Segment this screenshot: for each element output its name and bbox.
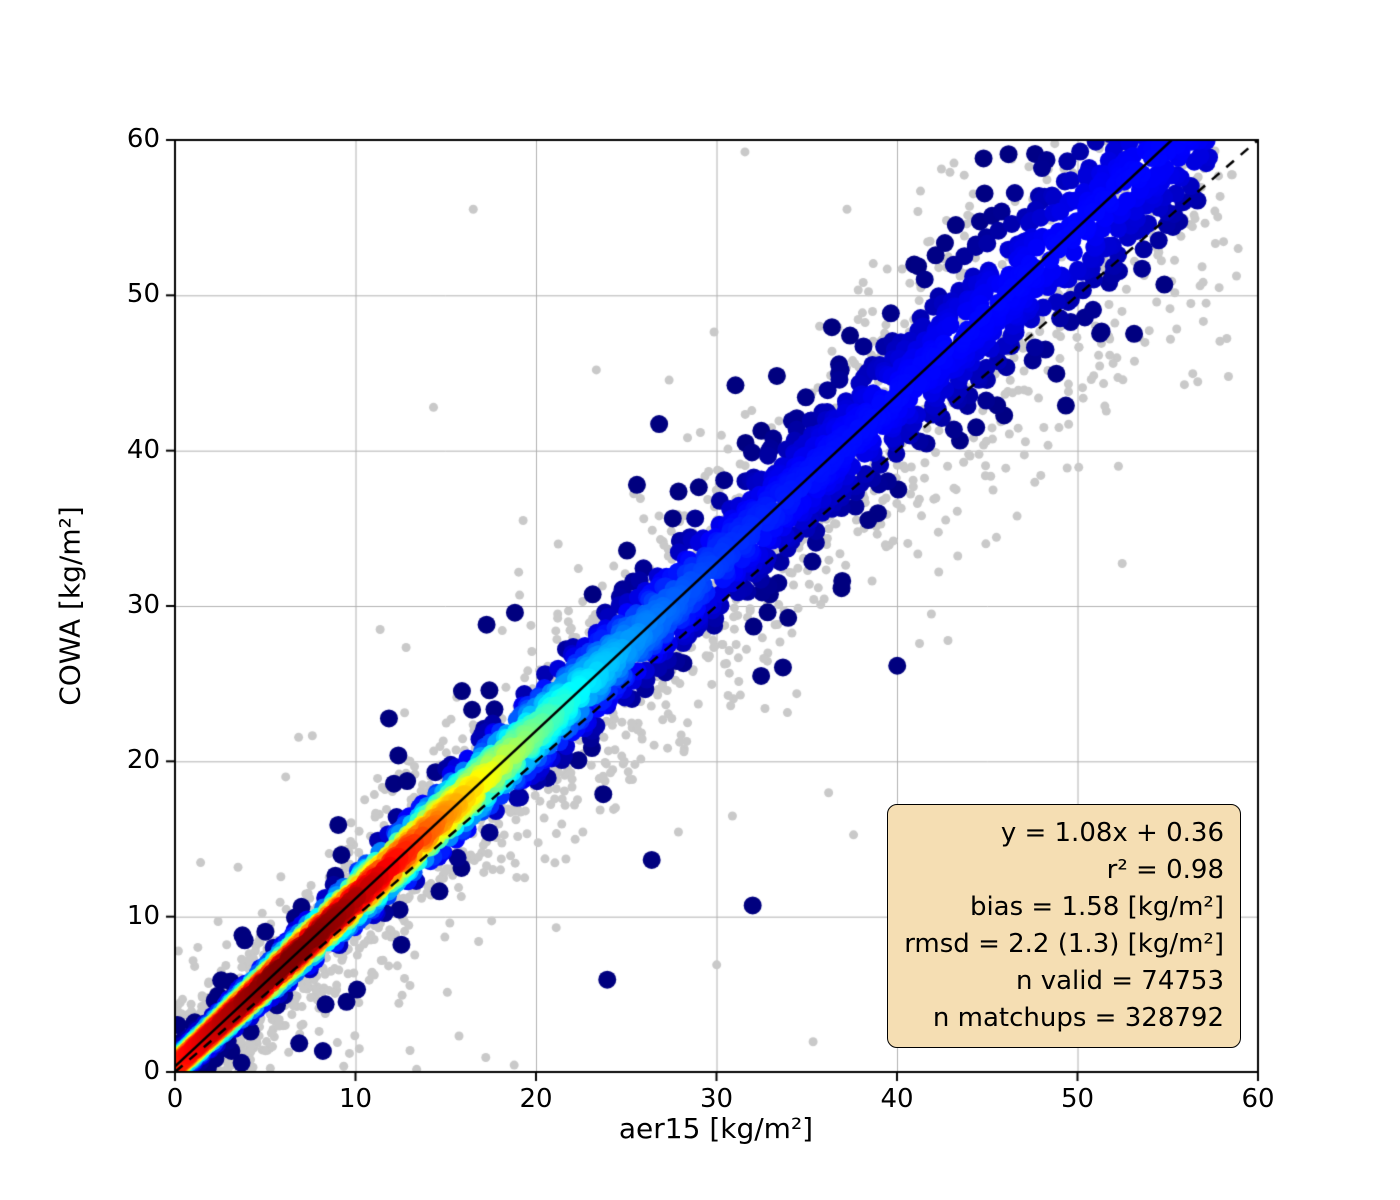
x-axis-label: aer15 [kg/m²]	[618, 1112, 814, 1145]
y-axis-label: COWA [kg/m²]	[53, 506, 87, 706]
x-tick-label: 50	[1060, 1084, 1095, 1114]
y-tick-label: 50	[126, 279, 160, 310]
y-tick-label: 40	[126, 434, 160, 465]
x-tick-label: 20	[519, 1084, 553, 1114]
stats-line: r² = 0.98	[1106, 855, 1224, 885]
stats-line: n valid = 74753	[1015, 966, 1224, 996]
y-tick-label: 30	[126, 590, 160, 620]
y-tick-label: 0	[143, 1056, 160, 1086]
x-tick-label: 40	[880, 1084, 914, 1114]
stats-line: bias = 1.58 [kg/m²]	[969, 892, 1224, 922]
x-tick-label: 30	[699, 1084, 734, 1114]
x-tick-label: 0	[166, 1084, 184, 1114]
y-tick-label: 60	[126, 124, 160, 154]
stats-box: y = 1.08x + 0.36 r² = 0.98 bias = 1.58 [kg…	[887, 804, 1241, 1048]
x-tick-label: 10	[338, 1084, 373, 1114]
stats-line: n matchups = 328792	[932, 1003, 1224, 1033]
stats-line: rmsd = 2.2 (1.3) [kg/m²]	[904, 929, 1224, 959]
x-tick-label: 60	[1241, 1084, 1275, 1114]
y-tick-label: 10	[126, 900, 160, 931]
y-tick-label: 20	[126, 745, 160, 776]
stats-line: y = 1.08x + 0.36	[1000, 818, 1224, 848]
